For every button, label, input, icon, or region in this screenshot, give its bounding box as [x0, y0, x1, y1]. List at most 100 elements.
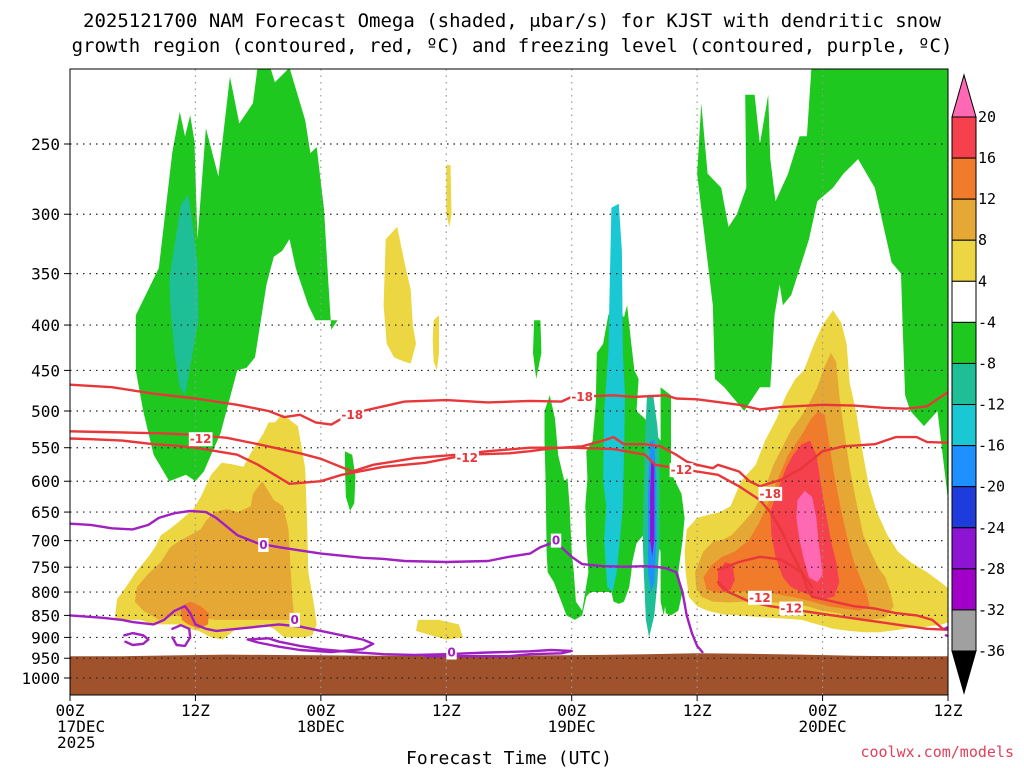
- omega-region-5: [603, 203, 625, 593]
- contour-label-bg-8: [258, 537, 269, 552]
- y-tick-label-800: 800: [31, 583, 60, 602]
- contour-label-4: -12: [456, 451, 478, 465]
- colorbar-label-9: -20: [978, 478, 1005, 496]
- colorbar-bin-4: [951, 239, 977, 282]
- omega-region-16: [383, 226, 416, 364]
- colorbar-label-3: 8: [978, 231, 987, 249]
- contour-line-3: [716, 581, 948, 632]
- contour-label-bg-4: [455, 451, 480, 466]
- credit-text[interactable]: coolwx.com/models: [860, 743, 1014, 761]
- omega-region-18: [446, 165, 452, 227]
- contour-label-bg-11: [550, 533, 562, 548]
- omega-region-15: [416, 619, 463, 640]
- colorbar-bin-11: [951, 527, 977, 570]
- contour-label-bg-2: [758, 486, 783, 501]
- contour-line-7: [123, 631, 150, 647]
- omega-region-8: [650, 461, 655, 557]
- colorbar-bin-13: [951, 609, 977, 652]
- contour-label-bg-7: [779, 601, 804, 616]
- y-tick-label-1000: 1000: [21, 669, 60, 688]
- colorbar-bin-10: [951, 486, 977, 529]
- plot-frame: [69, 68, 949, 696]
- x-tick-label-24-0: 00Z: [306, 701, 335, 720]
- contour-label-bg-3: [188, 432, 213, 447]
- colorbar-label-13: -36: [978, 642, 1005, 660]
- y-tick-label-600: 600: [31, 472, 60, 491]
- y-tick-label-450: 450: [31, 361, 60, 380]
- y-tick-label-750: 750: [31, 558, 60, 577]
- colorbar-bin-1: [951, 116, 977, 159]
- colorbar-bin-6: [951, 321, 977, 364]
- contour-label-7: -12: [780, 602, 802, 616]
- colorbar-bin-9: [951, 445, 977, 488]
- colorbar: 20 16 12 8 4 -4 -8 -12 -16 -20 -24 -28 -32 -36: [951, 73, 1005, 695]
- colorbar-label-0: 20: [978, 108, 996, 126]
- y-tick-label-350: 350: [31, 265, 60, 284]
- omega-region-13: [134, 481, 295, 620]
- x-tick-label-60-0: 12Z: [683, 701, 712, 720]
- colorbar-label-6: -8: [978, 354, 996, 372]
- contour-label-layer: -18 -18 -18 -12 -12 -12 -12 -12 0 0 0 0: [188, 389, 804, 660]
- x-tick-label-84-0: 12Z: [934, 701, 963, 720]
- colorbar-bin-5: [951, 280, 977, 323]
- y-axis: 250 300 350 400 450 500 550 600 650 700 750 800 850 9…: [21, 135, 70, 688]
- contour-label-2: -18: [759, 487, 781, 501]
- contour-line-0: [70, 383, 948, 426]
- contour-label-bg-5: [669, 463, 694, 478]
- x-tick-label-48-1: 19DEC: [548, 717, 596, 736]
- colorbar-label-4: 4: [978, 272, 987, 290]
- x-tick-label-24-1: 18DEC: [297, 717, 345, 736]
- x-tick-label-0-0: 00Z: [56, 701, 85, 720]
- contour-label-5: -12: [671, 463, 693, 477]
- contour-label-bg-10: [446, 645, 457, 660]
- x-tick-label-0-1: 17DEC: [57, 717, 105, 736]
- colorbar-label-11: -28: [978, 560, 1005, 578]
- colorbar-label-12: -32: [978, 601, 1005, 619]
- colorbar-bin-3: [951, 198, 977, 241]
- x-tick-label-0-2: 2025: [57, 733, 96, 752]
- contour-label-3: -12: [190, 432, 212, 446]
- omega-region-11: [744, 334, 753, 379]
- contour-label-1: -18: [571, 390, 593, 404]
- y-tick-label-950: 950: [31, 649, 60, 668]
- colorbar-bin-2: [951, 157, 977, 200]
- y-tick-label-300: 300: [31, 205, 60, 224]
- chart-title-line-2: growth region (contoured, red, ºC) and f…: [72, 35, 953, 57]
- colorbar-label-2: 12: [978, 190, 996, 208]
- y-tick-label-650: 650: [31, 503, 60, 522]
- colorbar-label-1: 16: [978, 149, 996, 167]
- x-tick-label-72-1: 20DEC: [798, 717, 846, 736]
- omega-region-10: [697, 69, 948, 500]
- contour-label-bg-0: [340, 407, 365, 422]
- x-tick-label-36-0: 12Z: [432, 701, 461, 720]
- x-tick-label-12-0: 12Z: [181, 701, 210, 720]
- contour-label-10: 0: [447, 646, 455, 660]
- omega-region-25: [70, 653, 948, 695]
- colorbar-label-10: -24: [978, 519, 1005, 537]
- y-tick-label-400: 400: [31, 316, 60, 335]
- y-tick-label-500: 500: [31, 402, 60, 421]
- omega-region-4: [533, 320, 542, 379]
- omega-region-1: [169, 194, 199, 396]
- y-tick-label-850: 850: [31, 606, 60, 625]
- contour-line-5: [70, 509, 704, 654]
- contour-layer: [70, 383, 948, 658]
- contour-label-bg-9: [289, 612, 300, 627]
- colorbar-label-5: -4: [978, 313, 996, 331]
- omega-region-23: [796, 490, 823, 583]
- contour-line-2: [70, 435, 948, 488]
- contour-label-0: -18: [341, 408, 363, 422]
- colorbar-label-8: -16: [978, 437, 1005, 455]
- contour-label-11: 0: [552, 534, 560, 548]
- contour-label-bg-1: [570, 389, 595, 404]
- colorbar-bin-8: [951, 404, 977, 447]
- contour-line-4: [716, 555, 814, 589]
- omega-region-24: [718, 562, 735, 592]
- x-tick-label-48-0: 00Z: [557, 701, 586, 720]
- colorbar-bin-12: [951, 568, 977, 611]
- contour-line-8: [171, 624, 192, 648]
- contour-line-6: [70, 605, 573, 658]
- omega-region-9: [660, 387, 671, 616]
